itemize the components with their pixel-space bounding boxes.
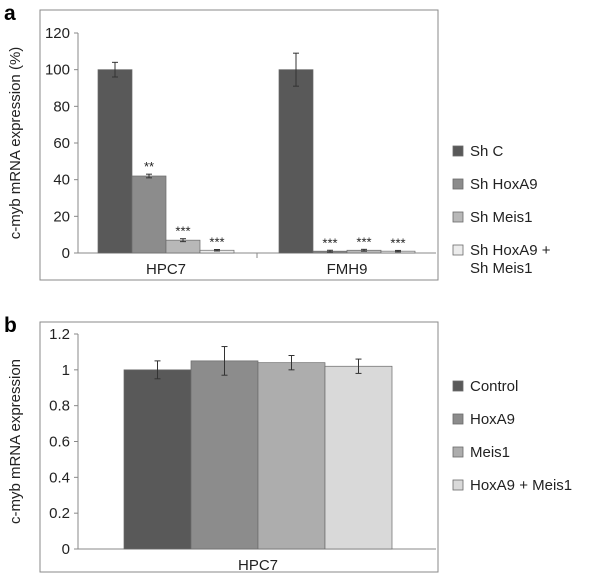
y-tick-label: 1 [62, 362, 70, 379]
plot-frame [39, 321, 439, 573]
legend-label: Sh Meis1 [470, 209, 533, 226]
significance-label: *** [209, 235, 224, 250]
legend-swatch [452, 244, 464, 256]
legend-swatch [452, 211, 464, 223]
legend-label: Meis1 [470, 444, 510, 461]
y-tick-label: 0 [62, 541, 70, 558]
bar [278, 69, 314, 254]
legend-label: Sh HoxA9 [470, 176, 538, 193]
panel-letter: a [4, 2, 16, 25]
panel-b: b 0 0.2 0.4 0.6 0.8 1 1.2 c-myb mRNA expression H… [4, 314, 572, 574]
category-label: FMH9 [327, 261, 368, 278]
y-axis-title: c-myb mRNA expression (%) [7, 47, 24, 240]
y-tick-label: 1.2 [49, 326, 70, 343]
legend-label: Sh C [470, 143, 504, 160]
legend-label: Sh HoxA9 + [470, 242, 551, 259]
y-tick-label: 0.4 [49, 469, 70, 486]
bar [324, 365, 393, 550]
y-axis-title: c-myb mRNA expression [7, 359, 24, 524]
bar [97, 69, 133, 254]
legend-label: Control [470, 378, 518, 395]
y-tick-label: 40 [53, 172, 70, 189]
bar [190, 360, 259, 550]
legend-swatch [452, 413, 464, 425]
category-label: HPC7 [238, 557, 278, 574]
significance-label: *** [356, 234, 371, 249]
bar [257, 362, 326, 550]
plot-frame [39, 9, 439, 281]
y-tick-label: 60 [53, 135, 70, 152]
bar [123, 369, 192, 550]
legend-label: Sh Meis1 [470, 260, 533, 277]
panel-letter: b [4, 314, 17, 337]
y-tick-label: 100 [45, 62, 70, 79]
y-tick-label: 0 [62, 245, 70, 262]
y-tick-label: 0.8 [49, 398, 70, 415]
legend-swatch [452, 446, 464, 458]
y-tick-label: 20 [53, 208, 70, 225]
y-tick-label: 0.6 [49, 434, 70, 451]
legend-label: HoxA9 [470, 411, 515, 428]
legend-label: HoxA9 + Meis1 [470, 477, 572, 494]
y-tick-label: 120 [45, 25, 70, 42]
significance-label: *** [390, 235, 405, 250]
significance-label: ** [144, 159, 154, 174]
legend-swatch [452, 380, 464, 392]
legend-swatch [452, 178, 464, 190]
y-tick-label: 80 [53, 98, 70, 115]
significance-label: *** [175, 224, 190, 239]
category-label: HPC7 [146, 261, 186, 278]
significance-label: *** [322, 235, 337, 250]
y-tick-label: 0.2 [49, 505, 70, 522]
legend-swatch [452, 479, 464, 491]
bar [131, 175, 167, 254]
panel-a: a 0 20 40 60 80 100 120 c-myb mRNA expression (%… [4, 2, 551, 281]
legend-swatch [452, 145, 464, 157]
